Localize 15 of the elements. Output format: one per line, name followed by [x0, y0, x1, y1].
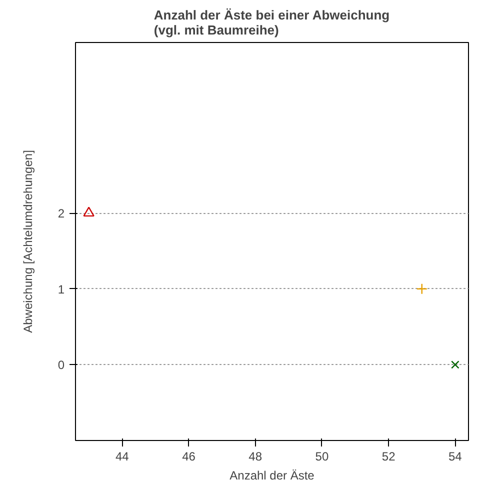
- y-tick-label: 0: [58, 358, 65, 372]
- y-tick-label: 2: [58, 206, 65, 221]
- x-tick-label: 44: [115, 450, 130, 464]
- point: [416, 283, 428, 294]
- chart-title: Anzahl der Äste bei einer Abweichung (vgl. mit Baumreihe): [154, 8, 390, 38]
- y-tick-label: 1: [58, 282, 65, 296]
- x-tick-label: 54: [448, 450, 462, 464]
- point: [451, 360, 460, 369]
- point: [83, 206, 94, 217]
- y-axis-title: Abweichung [Achtelumdrehungen]: [20, 150, 35, 333]
- x-tick-label: 48: [248, 450, 262, 464]
- x-tick-label: 46: [182, 450, 196, 464]
- x-tick-label: 50: [315, 450, 329, 464]
- x-tick-label: 52: [382, 450, 396, 464]
- x-axis-title: Anzahl der Äste: [230, 468, 315, 482]
